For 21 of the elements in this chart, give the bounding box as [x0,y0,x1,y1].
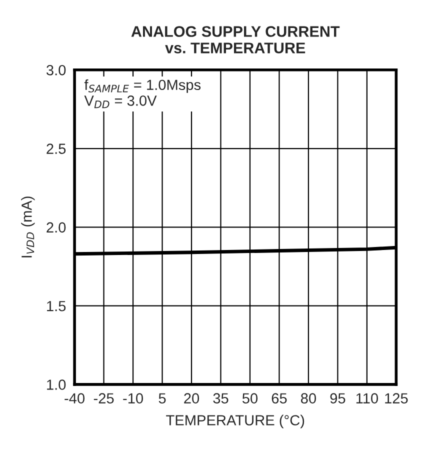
chart-title: ANALOG SUPPLY CURRENT vs. TEMPERATURE [131,26,340,54]
x-tick-label: -25 [94,393,114,404]
x-tick-label: -10 [123,393,143,404]
x-tick-label: -40 [64,393,85,404]
x-tick-label: 95 [330,393,346,404]
y-tick-label: 1.0 [47,380,66,390]
x-tick-label: 20 [184,393,200,404]
y-tick-label: 2.0 [46,222,66,233]
y-axis-title: I$_{VDD}$ (mA) [21,196,35,258]
y-tick-label: 2.5 [46,144,66,154]
y-tick-label: 3.0 [46,65,66,76]
x-tick-label: 125 [385,393,408,404]
x-tick-label: 80 [300,393,316,404]
x-tick-label: 5 [158,393,166,404]
x-tick-label: 50 [242,393,258,404]
x-tick-label: 35 [213,393,228,404]
y-tick-label: 1.5 [47,301,66,312]
x-axis-title: TEMPERATURE (°C) [166,414,304,428]
text: f$_{SAMPLE}$ = 1.0Msps V$_{DD}$ = 3.0V [84,79,201,108]
x-tick-label: 65 [272,393,287,404]
x-tick-label: 110 [356,393,378,404]
